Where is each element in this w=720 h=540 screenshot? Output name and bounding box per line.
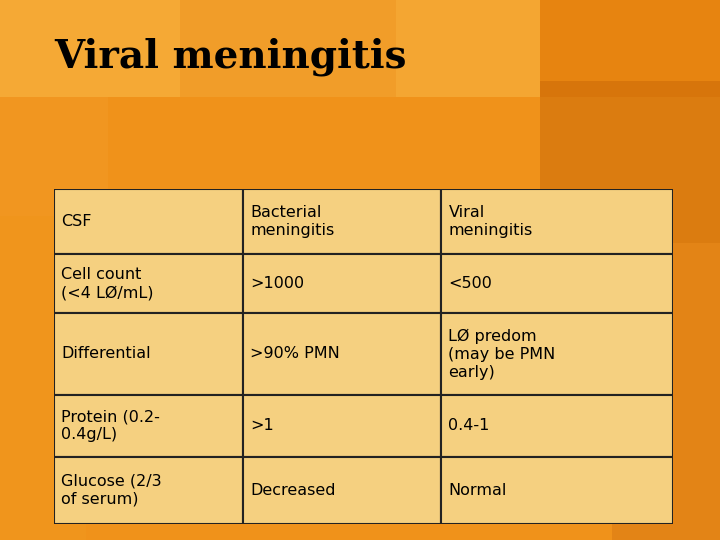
Text: Normal: Normal <box>449 483 507 498</box>
Text: >1000: >1000 <box>251 276 305 291</box>
Text: Bacterial
meningitis: Bacterial meningitis <box>251 205 335 238</box>
Text: >90% PMN: >90% PMN <box>251 346 340 361</box>
Bar <box>243 395 441 457</box>
Bar <box>243 457 441 524</box>
Bar <box>441 254 673 313</box>
Bar <box>441 313 673 395</box>
Bar <box>243 313 441 395</box>
Text: Viral meningitis: Viral meningitis <box>54 38 407 76</box>
Bar <box>54 313 243 395</box>
Text: LØ predom
(may be PMN
early): LØ predom (may be PMN early) <box>449 328 556 380</box>
Bar <box>540 81 720 243</box>
Text: Differential: Differential <box>61 346 151 361</box>
Bar <box>396 0 540 97</box>
Bar <box>243 189 441 254</box>
Bar <box>54 189 243 254</box>
Bar <box>441 189 673 254</box>
Bar <box>441 457 673 524</box>
Bar <box>0 97 108 216</box>
Text: Decreased: Decreased <box>251 483 336 498</box>
Bar <box>54 457 243 524</box>
Bar <box>612 243 720 540</box>
Text: <500: <500 <box>449 276 492 291</box>
Text: Cell count
(<4 LØ/mL): Cell count (<4 LØ/mL) <box>61 267 154 300</box>
Bar <box>0 0 180 97</box>
Bar <box>180 0 396 97</box>
Text: Protein (0.2-
0.4g/L): Protein (0.2- 0.4g/L) <box>61 409 161 442</box>
Text: CSF: CSF <box>61 214 92 229</box>
Bar <box>540 0 720 97</box>
Text: 0.4-1: 0.4-1 <box>449 418 490 434</box>
Bar <box>243 254 441 313</box>
Bar <box>0 216 86 540</box>
Text: >1: >1 <box>251 418 274 434</box>
Text: Viral
meningitis: Viral meningitis <box>449 205 533 238</box>
Bar <box>54 395 243 457</box>
Bar <box>54 254 243 313</box>
Text: Glucose (2/3
of serum): Glucose (2/3 of serum) <box>61 474 162 507</box>
Bar <box>441 395 673 457</box>
